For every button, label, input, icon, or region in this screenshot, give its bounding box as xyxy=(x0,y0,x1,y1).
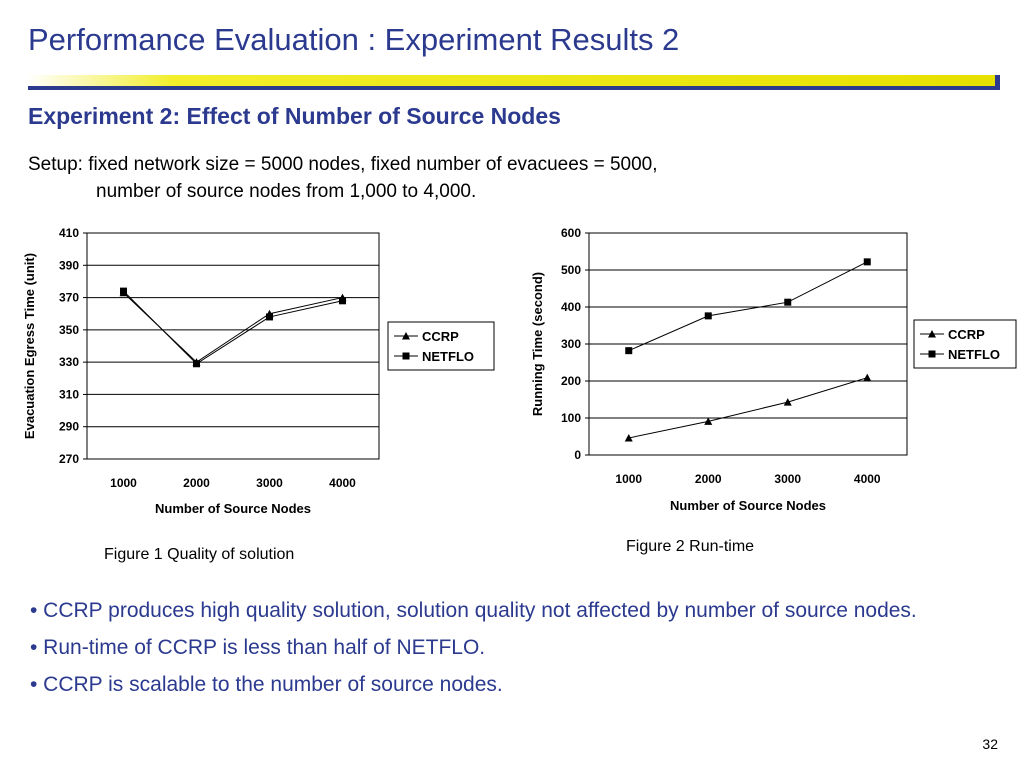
y-tick-label: 100 xyxy=(561,411,581,425)
point-netflo xyxy=(266,313,273,321)
y-tick-label: 290 xyxy=(59,420,79,434)
x-tick-label: 4000 xyxy=(329,476,356,490)
x-tick-label: 1000 xyxy=(110,476,137,490)
y-tick-label: 370 xyxy=(59,291,79,305)
point-ccrp xyxy=(783,398,792,406)
point-netflo xyxy=(784,298,792,306)
x-tick-label: 2000 xyxy=(183,476,210,490)
x-axis-label: Number of Source Nodes xyxy=(155,501,311,516)
point-netflo xyxy=(863,258,871,266)
setup-text-line1: Setup: fixed network size = 5000 nodes, … xyxy=(28,154,658,175)
point-ccrp xyxy=(863,373,872,382)
series-line-ccrp xyxy=(628,377,868,439)
x-tick-label: 2000 xyxy=(695,472,722,486)
x-tick-label: 4000 xyxy=(854,472,881,486)
y-axis-label: Running Time (second) xyxy=(530,272,545,416)
series-line-netflo xyxy=(628,261,868,352)
bullet-item: • CCRP is scalable to the number of sour… xyxy=(30,673,503,696)
y-tick-label: 500 xyxy=(561,263,581,277)
y-tick-label: 200 xyxy=(561,374,581,388)
legend-label-netflo: NETFLO xyxy=(948,347,1000,362)
point-netflo xyxy=(625,347,633,355)
y-tick-label: 350 xyxy=(59,323,79,337)
legend-box xyxy=(387,321,495,371)
legend-label-netflo: NETFLO xyxy=(422,349,474,364)
y-axis-label: Evacuation Egress Time (unit) xyxy=(22,253,37,439)
y-tick-label: 410 xyxy=(59,226,79,240)
slide-title: Performance Evaluation : Experiment Resu… xyxy=(28,22,680,57)
y-tick-label: 600 xyxy=(561,226,581,240)
legend-box xyxy=(913,319,1017,369)
point-netflo xyxy=(704,312,712,320)
y-tick-label: 0 xyxy=(574,448,581,462)
title-underline xyxy=(28,75,1000,90)
plot-area xyxy=(86,232,380,460)
legend-marker-ccrp xyxy=(402,332,410,340)
point-netflo xyxy=(339,297,346,305)
point-ccrp xyxy=(624,433,633,442)
legend-label-ccrp: CCRP xyxy=(422,329,459,344)
point-netflo xyxy=(120,287,127,295)
x-tick-label: 1000 xyxy=(615,472,642,486)
x-axis-label: Number of Source Nodes xyxy=(670,498,826,513)
setup-text-line2: number of source nodes from 1,000 to 4,0… xyxy=(96,181,477,202)
figure-caption-2: Figure 2 Run-time xyxy=(626,538,755,555)
point-netflo xyxy=(193,360,200,368)
legend-marker-ccrp xyxy=(928,330,936,338)
bullet-item: • Run-time of CCRP is less than half of … xyxy=(30,636,486,659)
page-number: 32 xyxy=(982,736,998,752)
bullet-list: • CCRP produces high quality solution, s… xyxy=(30,596,990,707)
x-tick-label: 3000 xyxy=(256,476,283,490)
y-tick-label: 390 xyxy=(59,258,79,272)
bullet-item: • CCRP produces high quality solution, s… xyxy=(30,599,917,622)
y-tick-label: 400 xyxy=(561,300,581,314)
chart-quality-of-solution: 410 390 370 350 330 310 290 270 1000 2000 3000 4000… xyxy=(22,226,495,516)
legend-marker-netflo xyxy=(928,350,936,358)
series-line-netflo xyxy=(123,290,343,365)
slide-subtitle: Experiment 2: Effect of Number of Source… xyxy=(28,103,561,129)
legend-label-ccrp: CCRP xyxy=(948,327,985,342)
y-tick-label: 300 xyxy=(561,337,581,351)
point-ccrp xyxy=(704,417,713,425)
figure-caption-1: Figure 1 Quality of solution xyxy=(104,546,295,563)
y-tick-label: 330 xyxy=(59,355,79,369)
x-tick-label: 3000 xyxy=(774,472,801,486)
y-tick-label: 310 xyxy=(59,387,79,401)
y-tick-label: 270 xyxy=(59,452,79,466)
legend-marker-netflo xyxy=(402,352,410,360)
